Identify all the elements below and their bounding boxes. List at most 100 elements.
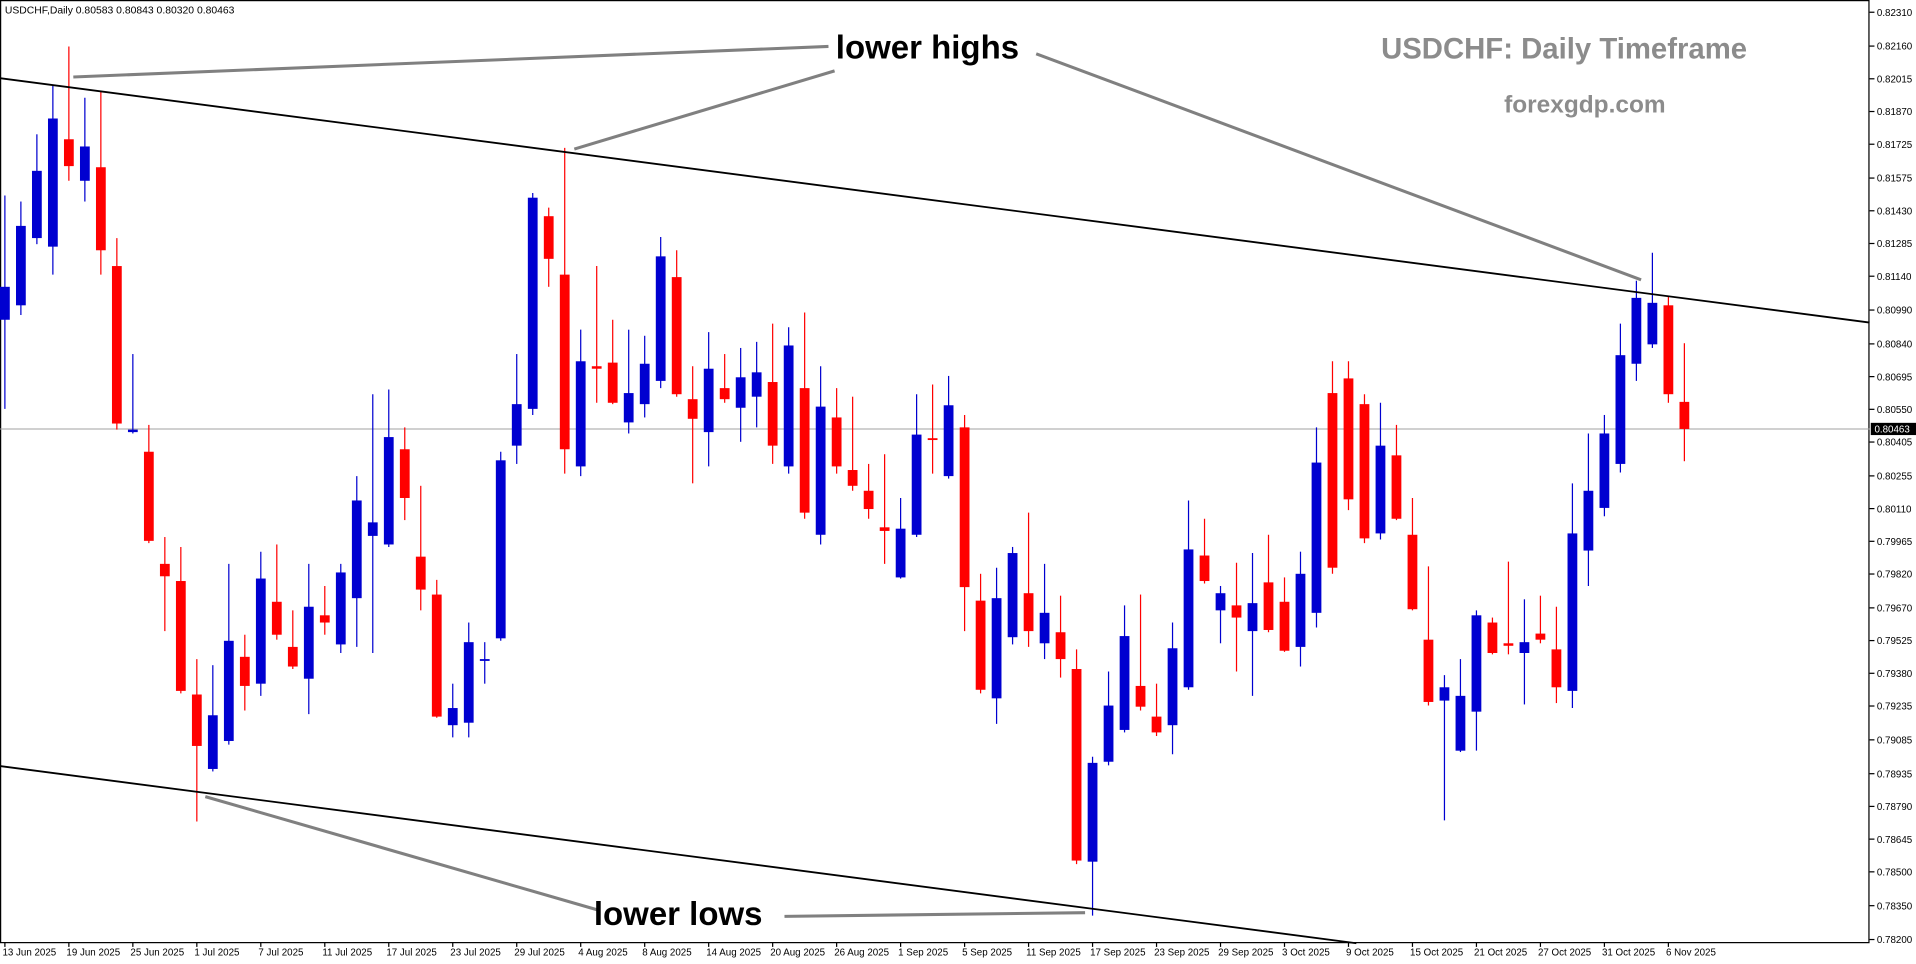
candle-body	[1087, 762, 1098, 862]
candle-body	[1119, 636, 1130, 730]
x-tick-label: 29 Jul 2025	[514, 947, 565, 958]
candle-body	[863, 490, 874, 510]
candle-body	[847, 470, 858, 486]
x-tick-label: 5 Sep 2025	[962, 947, 1013, 958]
y-tick-label: 0.80990	[1877, 306, 1913, 317]
candle-body	[335, 572, 346, 645]
annotation: lower highs	[836, 29, 1019, 66]
candle-body	[1103, 705, 1114, 762]
candle-body	[623, 393, 634, 423]
x-tick-label: 1 Jul 2025	[194, 947, 240, 958]
candle-body	[303, 606, 314, 679]
candle-body	[1167, 648, 1178, 726]
y-tick-label: 0.80405	[1877, 438, 1913, 449]
x-tick-label: 9 Oct 2025	[1346, 947, 1394, 958]
x-tick-label: 29 Sep 2025	[1218, 947, 1274, 958]
candle-body	[15, 225, 26, 306]
candle-body	[223, 640, 234, 741]
x-tick-label: 23 Sep 2025	[1154, 947, 1210, 958]
candle-body	[479, 659, 490, 661]
pointer	[1035, 52, 1642, 282]
candle-body	[783, 345, 794, 467]
candle-body	[463, 642, 474, 723]
candle-body	[47, 118, 58, 247]
chart-subtitle: forexgdp.com	[1504, 91, 1665, 118]
candle-body	[255, 578, 266, 684]
candle-body	[911, 434, 922, 535]
y-tick-label: 0.81430	[1877, 206, 1913, 217]
candle-body	[159, 563, 170, 577]
x-tick-label: 13 Jun 2025	[2, 947, 56, 958]
candle-body	[287, 646, 298, 667]
x-tick-label: 4 Aug 2025	[578, 947, 628, 958]
candle-body	[527, 197, 538, 409]
candles	[0, 46, 1870, 916]
candle-body	[607, 362, 618, 403]
candle-body	[351, 500, 362, 599]
y-tick-label: 0.78350	[1877, 901, 1913, 912]
candle-body	[1455, 695, 1466, 751]
candle-body	[367, 522, 378, 536]
x-tick-label: 3 Oct 2025	[1282, 947, 1330, 958]
candle-body	[543, 216, 554, 259]
candle-body	[1423, 639, 1434, 702]
y-tick-label: 0.79525	[1877, 636, 1913, 647]
pointer	[784, 911, 1086, 918]
candle-body	[447, 708, 458, 726]
candle-body	[1519, 642, 1530, 653]
plot-frame	[0, 0, 1870, 944]
y-tick-label: 0.80255	[1877, 472, 1913, 483]
x-tick-label: 7 Jul 2025	[258, 947, 304, 958]
x-tick-label: 17 Sep 2025	[1090, 947, 1146, 958]
annotation-pointers	[73, 44, 1642, 918]
candle-body	[831, 417, 842, 467]
candle-body	[1295, 573, 1306, 647]
candle-body	[751, 372, 762, 397]
candle-body	[1343, 378, 1354, 500]
candle-body	[1599, 433, 1610, 508]
x-tick-label: 8 Aug 2025	[642, 947, 692, 958]
candle-body	[0, 286, 10, 320]
y-tick-label: 0.79235	[1877, 702, 1913, 713]
candle-body	[415, 556, 426, 590]
x-tick-label: 27 Oct 2025	[1538, 947, 1592, 958]
y-tick-label: 0.79380	[1877, 669, 1913, 680]
candle-body	[895, 528, 906, 578]
candle-body	[271, 601, 282, 635]
candle-body	[1311, 462, 1322, 613]
candle-body	[1135, 685, 1146, 707]
y-tick-label: 0.81725	[1877, 140, 1913, 151]
y-tick-label: 0.80695	[1877, 372, 1913, 383]
candle-body	[1679, 401, 1690, 429]
candle-body	[63, 139, 74, 167]
x-tick-label: 11 Jul 2025	[322, 947, 372, 958]
y-tick-label: 0.80550	[1877, 405, 1913, 416]
candle-body	[1487, 622, 1498, 653]
candle-body	[1215, 593, 1226, 611]
candle-body	[383, 437, 394, 545]
candle-body	[1439, 687, 1450, 701]
candle-body	[1071, 669, 1082, 861]
candle-body	[1279, 601, 1290, 651]
candle-body	[1055, 632, 1066, 660]
price-label-box	[1870, 422, 1916, 436]
y-tick-label: 0.78500	[1877, 868, 1913, 879]
x-tick-label: 19 Jun 2025	[66, 947, 120, 958]
candle-body	[127, 429, 138, 433]
chart-header: USDCHF,Daily 0.80583 0.80843 0.80320 0.8…	[5, 5, 235, 16]
candle-body	[927, 438, 938, 441]
candle-body	[1535, 633, 1546, 640]
candle-body	[511, 404, 522, 446]
candle-body	[1359, 404, 1370, 539]
x-tick-label: 20 Aug 2025	[770, 947, 825, 958]
y-tick-label: 0.81140	[1877, 272, 1912, 283]
candle-body	[495, 460, 506, 639]
lower-channel-line	[0, 765, 1357, 945]
upper-channel-line	[0, 77, 1870, 324]
pointer	[204, 795, 600, 912]
candle-body	[1183, 549, 1194, 688]
candle-body	[671, 277, 682, 395]
candle-body	[31, 170, 42, 239]
candle-body	[959, 427, 970, 588]
